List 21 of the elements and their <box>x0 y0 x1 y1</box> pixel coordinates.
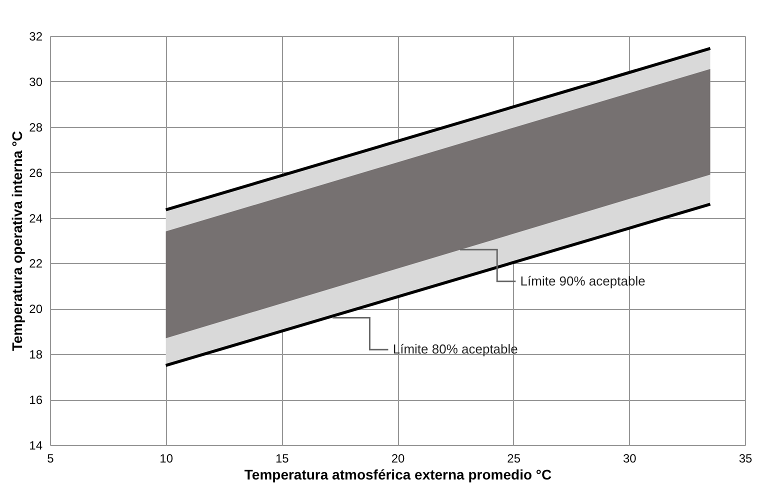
x-tick-label: 5 <box>47 452 54 466</box>
y-tick-label: 16 <box>29 393 43 408</box>
y-tick-label: 18 <box>29 348 43 362</box>
x-axis-title: Temperatura atmosférica externa promedio °C <box>244 466 552 482</box>
y-tick-label: 20 <box>29 302 43 316</box>
x-tick-label: 30 <box>622 452 637 466</box>
x-tick-label: 25 <box>507 452 521 466</box>
annotation: Límite 90% aceptable <box>520 273 646 288</box>
y-tick-label: 22 <box>29 256 43 271</box>
x-tick-label: 20 <box>391 452 405 466</box>
y-tick-label: 14 <box>29 438 43 452</box>
x-tick-label: 35 <box>738 452 752 466</box>
x-tick-label: 15 <box>275 452 290 466</box>
annotation: Límite 80% aceptable <box>392 342 518 357</box>
y-tick-label: 30 <box>29 74 43 89</box>
y-tick-label: 24 <box>29 211 43 226</box>
y-tick-label: 32 <box>29 30 43 44</box>
y-tick-label: 26 <box>29 166 43 180</box>
y-axis-title: Temperatura operativa interna °C <box>9 130 26 352</box>
x-tick-label: 10 <box>160 452 174 466</box>
y-tick-label: 28 <box>29 120 43 134</box>
